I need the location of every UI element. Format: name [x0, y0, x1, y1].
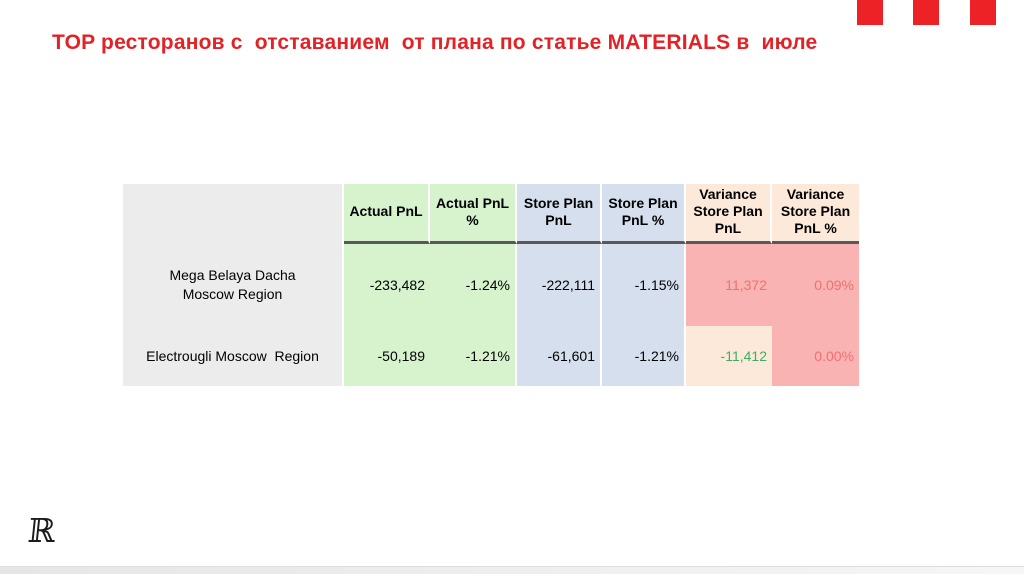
- company-r-logo: ℝ: [26, 511, 58, 550]
- row-name: Electrougli Moscow Region: [123, 326, 344, 386]
- slide-bottom-edge: [0, 566, 1024, 574]
- cell-actual-pnl-pct: -1.24%: [430, 244, 517, 326]
- brand-square-icon: [970, 0, 996, 25]
- cell-store-plan-pnl-pct: -1.21%: [602, 326, 686, 386]
- cell-actual-pnl-pct: -1.21%: [430, 326, 517, 386]
- pnl-variance-table: Actual PnL Actual PnL % Store Plan PnL S…: [123, 184, 859, 386]
- slide-title: TOP ресторанов с отставанием от плана по…: [52, 31, 818, 54]
- cell-store-plan-pnl: -61,601: [517, 326, 602, 386]
- cell-actual-pnl: -50,189: [344, 326, 430, 386]
- cell-variance-store-plan-pnl-pct: 0.09%: [772, 244, 859, 326]
- brand-square-icon: [913, 0, 939, 25]
- header-cell-actual-pnl: Actual PnL: [344, 184, 430, 244]
- cell-variance-store-plan-pnl: -11,412: [686, 326, 772, 386]
- row-name: Mega Belaya Dacha Moscow Region: [123, 244, 344, 326]
- cell-variance-store-plan-pnl-pct: 0.00%: [772, 326, 859, 386]
- cell-actual-pnl: -233,482: [344, 244, 430, 326]
- header-cell-variance-store-plan-pnl-pct: Variance Store Plan PnL %: [772, 184, 859, 244]
- brand-squares: [0, 0, 1024, 26]
- header-cell-store-plan-pnl: Store Plan PnL: [517, 184, 602, 244]
- header-cell-empty: [123, 184, 344, 244]
- cell-store-plan-pnl-pct: -1.15%: [602, 244, 686, 326]
- header-cell-actual-pnl-pct: Actual PnL %: [430, 184, 517, 244]
- cell-store-plan-pnl: -222,111: [517, 244, 602, 326]
- brand-square-icon: [857, 0, 883, 25]
- cell-variance-store-plan-pnl: 11,372: [686, 244, 772, 326]
- header-cell-store-plan-pnl-pct: Store Plan PnL %: [602, 184, 686, 244]
- header-cell-variance-store-plan-pnl: Variance Store Plan PnL: [686, 184, 772, 244]
